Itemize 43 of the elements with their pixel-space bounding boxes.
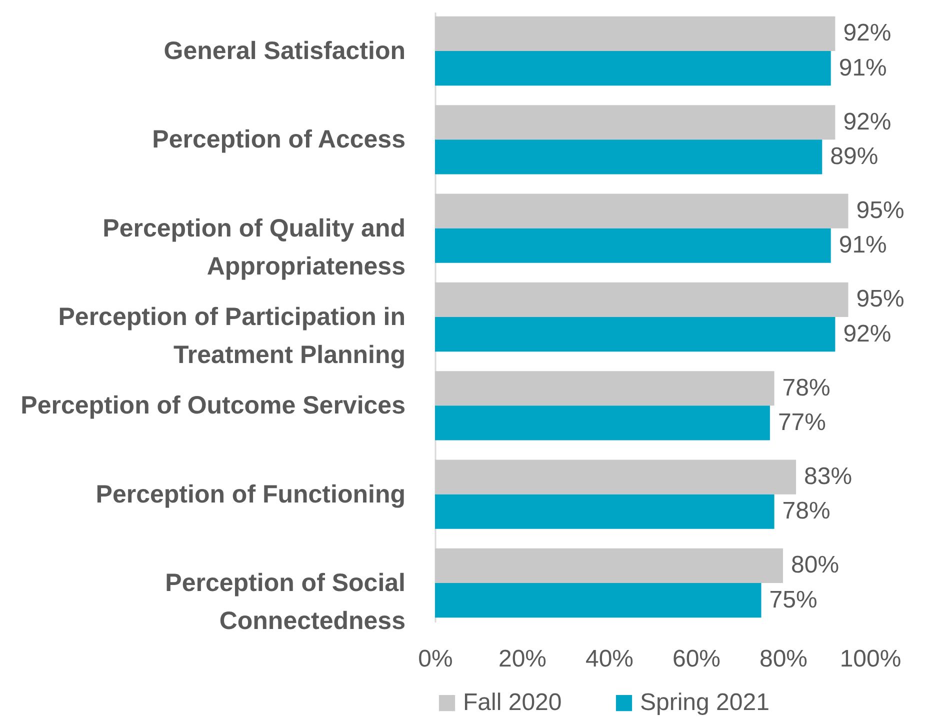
data-label: 95% — [856, 286, 904, 313]
data-label: 95% — [856, 197, 904, 224]
bar — [435, 105, 836, 140]
bar — [435, 317, 836, 352]
data-label: 91% — [838, 54, 887, 82]
data-label: 77% — [778, 408, 826, 436]
data-label: 83% — [804, 463, 852, 490]
data-label: 91% — [838, 232, 887, 259]
y-tick-label: Perception of Participation in Treatment Planning — [58, 303, 406, 369]
y-tick-label: Perception of Quality and Appropriateness — [102, 214, 406, 280]
bar — [435, 494, 774, 529]
x-tick-label: 80% — [759, 646, 808, 672]
data-label: 92% — [843, 108, 892, 136]
data-label: 92% — [843, 320, 892, 348]
x-tick-label: 100% — [840, 646, 902, 672]
bar — [435, 460, 796, 494]
y-tick-label: Perception of Functioning — [96, 480, 406, 508]
y-tick-label: General Satisfaction — [164, 37, 406, 66]
bar — [435, 140, 822, 174]
bar — [435, 51, 831, 86]
bar — [435, 282, 848, 317]
data-label: 78% — [782, 374, 830, 402]
bar — [435, 406, 770, 440]
bar — [435, 228, 831, 263]
data-label: 75% — [769, 586, 818, 614]
x-tick-label: 60% — [672, 646, 721, 672]
bar — [435, 582, 762, 618]
x-tick-label: 0% — [418, 646, 453, 672]
data-label: 78% — [782, 498, 830, 525]
bar — [435, 371, 774, 406]
legend-label: Spring 2021 — [640, 689, 770, 716]
y-tick-label: Perception of Social Connectedness — [165, 568, 406, 635]
bar — [435, 194, 848, 228]
x-tick-label: 40% — [585, 646, 634, 672]
y-tick-label: Perception of Access — [152, 126, 406, 154]
legend-label: Fall 2020 — [463, 689, 562, 716]
bar — [435, 16, 836, 52]
data-label: 92% — [843, 20, 892, 47]
y-tick-label: Perception of Outcome Services — [20, 392, 406, 420]
bar — [435, 548, 783, 583]
data-label: 80% — [791, 552, 840, 579]
x-tick-label: 20% — [498, 646, 547, 672]
data-label: 89% — [830, 142, 878, 170]
